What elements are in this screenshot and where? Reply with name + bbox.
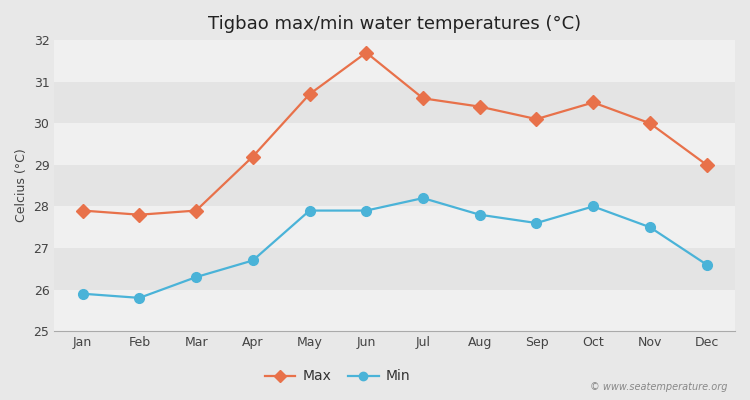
- Min: [135, 296, 144, 300]
- Text: © www.seatemperature.org: © www.seatemperature.org: [590, 382, 728, 392]
- Max: [476, 104, 484, 109]
- Max: [191, 208, 200, 213]
- Min: [419, 196, 428, 200]
- Max: [702, 162, 711, 167]
- Min: [589, 204, 598, 209]
- Min: [532, 221, 541, 226]
- Max: [248, 154, 257, 159]
- Min: [191, 275, 200, 280]
- Min: [702, 262, 711, 267]
- Min: [646, 225, 655, 230]
- Max: [135, 212, 144, 217]
- Max: [362, 50, 370, 55]
- Min: [78, 291, 87, 296]
- Title: Tigbao max/min water temperatures (°C): Tigbao max/min water temperatures (°C): [208, 15, 581, 33]
- Min: [362, 208, 370, 213]
- Max: [78, 208, 87, 213]
- Legend: Max, Min: Max, Min: [260, 364, 416, 389]
- Min: [305, 208, 314, 213]
- Min: [248, 258, 257, 263]
- Max: [589, 100, 598, 105]
- Max: [646, 121, 655, 126]
- Bar: [54, 40, 735, 82]
- Min: [476, 212, 484, 217]
- Max: [532, 117, 541, 122]
- Max: [419, 96, 428, 101]
- Line: Max: Max: [78, 48, 712, 220]
- Max: [305, 92, 314, 96]
- Bar: [54, 82, 735, 123]
- Bar: [54, 248, 735, 290]
- Y-axis label: Celcius (°C): Celcius (°C): [15, 149, 28, 222]
- Line: Min: Min: [78, 193, 712, 303]
- Bar: [54, 123, 735, 165]
- Bar: [54, 206, 735, 248]
- Bar: [54, 165, 735, 206]
- Bar: [54, 290, 735, 331]
